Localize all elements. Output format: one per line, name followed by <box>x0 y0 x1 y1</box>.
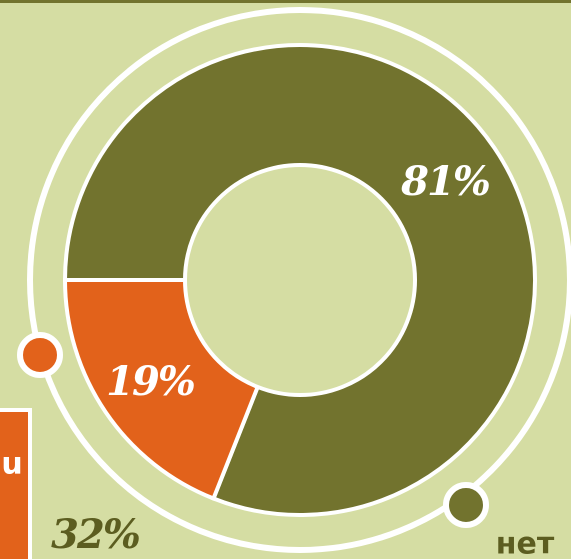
orange-box <box>0 408 32 559</box>
data-label: 19% <box>106 358 195 405</box>
annotation: 32% <box>51 511 140 558</box>
annotation: u <box>1 447 22 482</box>
top-border <box>0 0 571 3</box>
orange-dot <box>17 332 63 378</box>
data-label: 81% <box>400 158 490 205</box>
olive-dot <box>443 482 489 528</box>
annotation: нет <box>496 527 555 559</box>
outer-ring <box>27 7 571 553</box>
donut-hole <box>183 163 417 397</box>
